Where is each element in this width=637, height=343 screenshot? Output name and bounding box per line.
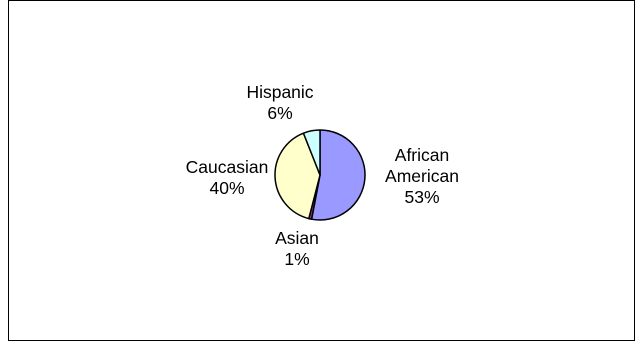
pie-slice-african-american	[310, 129, 366, 221]
pie-slice-hispanic	[302, 129, 321, 176]
slice-percent: 40%	[209, 178, 245, 198]
slice-label-line: African	[394, 145, 450, 165]
data-label-african-american: African American 53%	[372, 145, 472, 208]
data-label-hispanic: Hispanic 6%	[235, 82, 325, 124]
pie-slice-caucasian	[274, 132, 321, 220]
data-label-asian: Asian 1%	[262, 228, 332, 270]
slice-label-line: American	[385, 166, 459, 186]
data-label-caucasian: Caucasian 40%	[172, 157, 282, 199]
slice-label-line: Caucasian	[185, 157, 269, 177]
slice-percent: 53%	[404, 187, 440, 207]
slice-label-line: Hispanic	[246, 82, 314, 102]
slice-percent: 1%	[284, 249, 310, 269]
slice-label-line: Asian	[275, 228, 319, 248]
slice-percent: 6%	[267, 103, 293, 123]
